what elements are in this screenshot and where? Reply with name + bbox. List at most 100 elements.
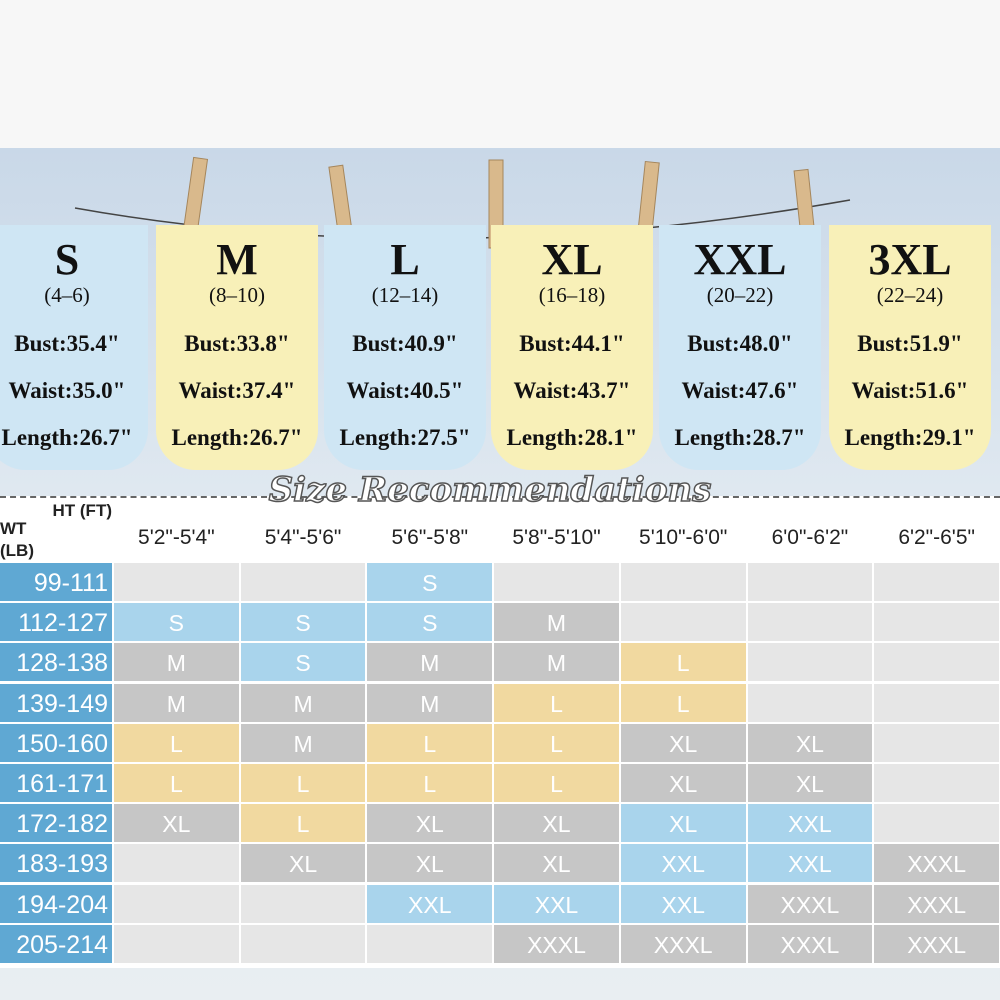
size-bust: Bust:44.1" (519, 331, 625, 356)
size-range: (12–14) (371, 283, 439, 307)
size-cell: M (240, 723, 366, 762)
size-chart-image: Size Recommendations HT (FT) WT (LB) S (4… (0, 148, 1000, 1000)
weight-label: 112-127 (0, 603, 112, 642)
size-cell (114, 924, 239, 963)
size-cell: M (240, 683, 366, 722)
size-label: S (54, 235, 80, 284)
size-cell: L (494, 683, 619, 722)
size-cell: XXL (747, 804, 873, 843)
column-header: 5'6"-5'8" (391, 526, 469, 549)
size-cell: M (367, 683, 493, 722)
size-cell: S (367, 603, 493, 642)
size-cell (114, 844, 239, 883)
size-cell: L (620, 643, 746, 682)
size-tag: XL (16–18) Bust:44.1" Waist:43.7" Length:28.… (491, 225, 653, 470)
size-label: 3XL (868, 235, 952, 284)
size-cell: M (367, 643, 493, 682)
size-range: (20–22) (706, 283, 774, 307)
size-length: Length:26.7" (1, 425, 133, 450)
size-cell: XXXL (747, 924, 873, 963)
column-header: 5'2"-5'4" (138, 526, 215, 549)
size-cell: XL (620, 804, 746, 843)
column-header: 5'4"-5'6" (264, 526, 342, 549)
size-cell: XXL (367, 884, 493, 923)
size-range: (16–18) (538, 283, 606, 307)
size-tag: S (4–6) Bust:35.4" Waist:35.0" Length:26.7" (0, 225, 148, 470)
size-bust: Bust:35.4" (14, 331, 120, 356)
size-cell: S (240, 643, 366, 682)
size-bust: Bust:33.8" (184, 331, 290, 356)
size-cell: M (494, 603, 619, 642)
size-cell (874, 563, 999, 601)
size-label: M (216, 235, 258, 284)
size-cell (874, 764, 999, 802)
size-cell: XXL (620, 884, 746, 923)
weight-label: 161-171 (0, 764, 112, 802)
size-tag: M (8–10) Bust:33.8" Waist:37.4" Length:26.7" (156, 225, 318, 470)
weight-label: 172-182 (0, 804, 112, 843)
size-cell: XL (367, 804, 493, 843)
size-cell: XXL (747, 844, 873, 883)
size-cell: L (620, 683, 746, 722)
size-length: Length:28.1" (506, 425, 638, 450)
size-cell: XL (114, 804, 239, 843)
size-cell: L (494, 764, 619, 802)
size-cell: L (367, 764, 493, 802)
size-cell (747, 563, 873, 601)
size-length: Length:27.5" (339, 425, 471, 450)
size-cell: XL (240, 844, 366, 883)
size-label: XXL (693, 235, 787, 284)
size-cell (620, 563, 746, 601)
size-cell: XXXL (747, 884, 873, 923)
size-cell: XL (747, 764, 873, 802)
size-cell (240, 924, 366, 963)
size-bust: Bust:48.0" (687, 331, 793, 356)
size-cell: S (367, 563, 493, 601)
size-tag: L (12–14) Bust:40.9" Waist:40.5" Length:27.5… (324, 225, 486, 470)
column-header: 6'2"-6'5" (898, 526, 975, 549)
size-length: Length:29.1" (844, 425, 976, 450)
size-cell: M (114, 683, 239, 722)
size-length: Length:26.7" (171, 425, 303, 450)
size-cell: XXXL (874, 844, 999, 883)
size-cell: M (494, 643, 619, 682)
size-tag: XXL (20–22) Bust:48.0" Waist:47.6" Length:28… (659, 225, 821, 470)
size-cell: L (114, 764, 239, 802)
size-cell (874, 723, 999, 762)
size-cell: S (114, 603, 239, 642)
size-cell: XXXL (874, 884, 999, 923)
size-cell: L (240, 764, 366, 802)
size-cell: L (494, 723, 619, 762)
column-header: 5'10"-6'0" (639, 526, 728, 549)
size-label: XL (541, 235, 603, 284)
size-cell: XXXL (874, 924, 999, 963)
weight-label: 194-204 (0, 884, 112, 923)
weight-label: 150-160 (0, 723, 112, 762)
size-cell: L (240, 804, 366, 843)
size-cell: XL (494, 804, 619, 843)
size-cell (240, 884, 366, 923)
size-cell (747, 643, 873, 682)
size-bust: Bust:40.9" (352, 331, 458, 356)
size-cell: XL (620, 723, 746, 762)
size-cell: XL (494, 844, 619, 883)
size-cell: L (114, 723, 239, 762)
weight-label: 128-138 (0, 643, 112, 682)
weight-header: WT (LB) (0, 519, 34, 560)
size-range: (4–6) (44, 283, 90, 307)
size-cell: S (240, 603, 366, 642)
size-waist: Waist:43.7" (513, 378, 631, 403)
size-cell: XL (367, 844, 493, 883)
size-cell (620, 603, 746, 642)
size-bust: Bust:51.9" (857, 331, 963, 356)
size-cell: XL (747, 723, 873, 762)
column-header: 6'0"-6'2" (771, 526, 849, 549)
weight-label: 205-214 (0, 924, 112, 963)
size-range: (22–24) (876, 283, 944, 307)
size-cell (114, 884, 239, 923)
size-range: (8–10) (209, 283, 265, 307)
height-header: HT (FT) (52, 501, 112, 520)
size-label: L (390, 235, 420, 284)
size-cell: XL (620, 764, 746, 802)
